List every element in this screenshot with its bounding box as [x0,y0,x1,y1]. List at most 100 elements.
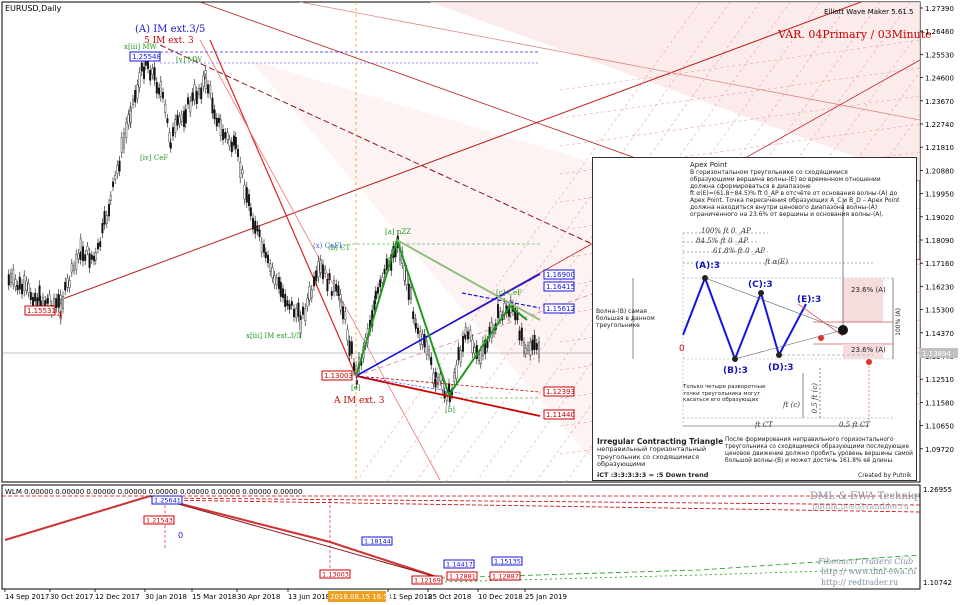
candle-body [122,132,125,149]
time-highlight-box [328,591,386,602]
date-tick-label: 10 Dec 2018 [478,593,523,601]
candle-body [350,341,353,354]
candle-body [278,277,281,289]
svg-text:1.15612: 1.15612 [546,305,575,313]
candle-body [105,215,108,224]
date-tick-label: 12 Dec 2017 [95,593,140,601]
candle-body [315,270,318,282]
candle-body [64,282,67,291]
candle-body [478,354,481,361]
date-axis[interactable]: 14 Sep 2017 30 Oct 2017 12 Dec 2017 30 Jan … [4,589,567,601]
red-trend-line-2 [355,375,541,393]
candle-body [326,278,329,292]
candle-body [96,242,99,250]
osc-wave-line-dark [149,495,441,579]
candle-body [324,269,327,274]
candle-body [282,288,285,298]
price-tick-label: 1.19950 [925,191,954,199]
candle-body [178,116,181,124]
candle-body [109,195,112,201]
candle-body [373,300,376,311]
candle-body [425,340,428,355]
candle-body [267,254,270,264]
candle-body [410,286,413,300]
price-tick-label: 1.25530 [925,51,954,59]
candle-body [34,292,37,302]
wave-c: (C):3 [748,280,773,290]
candle-body [381,276,384,283]
candle-body [90,254,93,260]
watermark-l5: http:// redtrader.ru [821,578,898,587]
candle-body [310,289,313,299]
ft-ct: ft CT [755,421,773,429]
candle-body [186,97,189,105]
candle-body [224,132,227,139]
candle-body [120,137,123,153]
candle-body [211,97,214,114]
candle-body [236,149,239,158]
candle-body [232,135,235,146]
osc-box-o8: 1.15135 [491,556,523,566]
candle-body [516,313,519,321]
candle-body [313,276,316,287]
candle-body [256,225,259,232]
candle-body [136,84,139,99]
wave-label-4: 4 [57,311,63,321]
candle-body [524,347,527,354]
price-tick-label: 1.22740 [925,121,954,129]
svg-text:1.25548: 1.25548 [132,53,161,61]
osc-axis-bot: 1.10742 [923,579,952,587]
wave-zigzag [355,236,528,398]
price-tick-label: 1.18090 [925,237,954,245]
candle-body [155,81,158,94]
candle-body [333,280,336,292]
price-tick-label: 1.19020 [925,214,954,222]
candle-body [213,109,216,120]
candle-body [32,297,35,307]
wave-label-5-im: 5 IM ext. 3 [144,36,194,46]
candle-body [299,319,302,334]
candle-body [374,290,377,300]
candle-body [226,132,229,140]
candle-body [464,326,467,336]
fan-grid-line [559,67,920,119]
date-tick-label: 13 Jun 2018 [288,593,330,601]
svg-text:1.11440: 1.11440 [546,411,575,419]
candlesticks [7,54,541,408]
candle-body [514,308,517,320]
candle-body [538,341,541,358]
candle-body [202,75,205,87]
touch-note: Только четыре разворотные точки треуголь… [683,384,766,403]
candle-body [68,280,71,288]
osc-box-o1: 1.25641 [151,495,183,505]
candle-body [197,88,200,95]
candle-body [529,342,532,356]
price-tick-label: 1.14370 [925,330,954,338]
candle-body [36,297,39,307]
wave-a: (A):3 [695,261,721,271]
wave-e: (E):3 [797,295,822,305]
candle-body [38,285,41,302]
candle-body [469,329,472,338]
triangle-line-ac [355,273,541,377]
author-credit: Created by Putnik [858,472,912,479]
svg-text:1.12887: 1.12887 [492,573,519,581]
candle-body [27,283,30,293]
candle-body [249,207,252,217]
candle-body [319,259,322,273]
candle-body [385,258,388,271]
price-axis[interactable]: 1.27390 1.26460 1.25530 1.24600 1.23670 1.227… [920,5,954,454]
candle-body [81,246,84,262]
candle-body [523,342,526,353]
candle-body [25,280,28,291]
watermark-l1: DML & EWA Technique [810,491,930,502]
candle-body [407,283,410,300]
osc-ref-line-3 [159,497,920,506]
wave-label-fl: (x) CeFL [313,242,344,250]
ft-alpha-e: ft α(E) [765,258,788,266]
wave-label-iii-mw: x[iii] MW [124,43,158,51]
candle-body [239,162,242,178]
symbol-label: EURUSD,Daily [5,4,62,13]
svg-text:1.21543: 1.21543 [146,517,173,525]
fan-grid-line [355,2,701,482]
